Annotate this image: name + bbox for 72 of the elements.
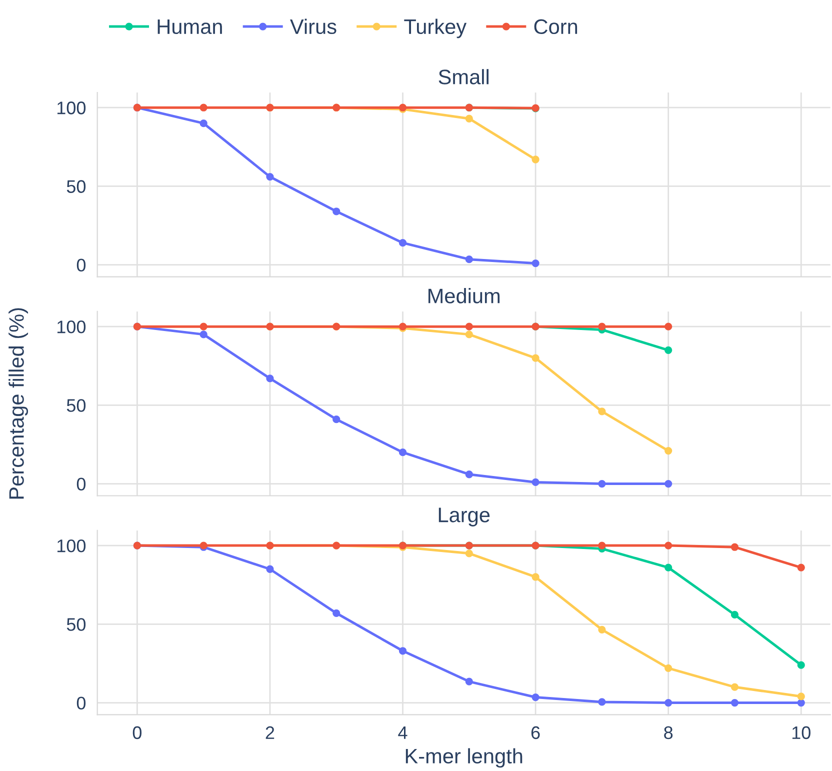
point [532,693,540,702]
point [664,564,672,572]
point [797,661,805,669]
y-tick-label: 0 [76,258,86,272]
legend-label: Human [158,20,222,34]
x-tick-label: 0 [132,726,142,740]
point [532,573,540,581]
y-tick-label: 50 [66,399,86,412]
legend-label: Virus [290,18,336,34]
point [332,609,340,617]
point [465,330,473,338]
point [730,698,739,707]
point [332,208,340,216]
point [532,354,540,362]
point [598,698,606,706]
point [266,565,274,573]
x-tick-label: 6 [531,726,540,740]
point [398,239,407,247]
point [532,478,540,486]
point [664,480,672,488]
point [200,330,208,338]
point [664,322,672,330]
x-tick-label: 4 [398,726,408,739]
point [598,408,606,416]
point [200,120,208,128]
point [465,322,473,330]
point [598,542,606,550]
y-tick-label: 0 [76,696,86,710]
point [664,698,672,707]
point [398,647,407,655]
point [266,374,274,382]
point [664,446,672,455]
point [332,416,340,424]
y-tick-label: 50 [66,180,86,193]
y-tick-label: 100 [57,539,86,552]
point [200,322,208,330]
chart-title: Large [438,508,490,526]
point [532,156,540,164]
point [465,114,473,122]
point [465,470,473,478]
point [730,543,739,551]
point [730,683,739,691]
point [465,256,473,264]
point [465,678,473,686]
point [398,448,407,456]
y-tick-label: 0 [76,478,86,491]
legend-label: Corn [534,19,578,34]
x-tick-label: 10 [792,726,810,740]
y-axis-title: Percentage filled (%) [8,308,28,499]
x-tick-label: 2 [266,726,274,739]
x-tick-label: 8 [664,726,673,740]
point [598,480,606,488]
point [598,626,606,634]
chart-title: Medium [428,288,500,304]
point [598,322,606,330]
point [797,692,805,700]
point [200,104,208,112]
point [664,664,672,672]
y-tick-label: 50 [66,618,86,631]
y-tick-label: 100 [57,102,86,114]
legend-label: Turkey [404,18,467,38]
point [797,564,805,572]
point [730,610,739,619]
x-axis-title: K-mer length [406,748,522,768]
point [664,346,672,354]
point [266,172,274,181]
point [465,550,473,558]
point [797,698,805,707]
point [664,542,672,550]
chart-title: Small [438,69,488,84]
point [532,259,540,268]
y-tick-label: 100 [57,320,86,334]
